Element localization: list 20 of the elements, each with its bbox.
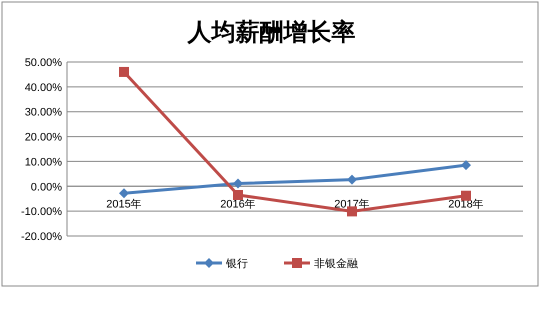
legend-label: 非银金融 [314,257,358,270]
x-tick-label: 2016年 [220,198,256,210]
y-tick-label: -20.00% [21,231,62,243]
y-tick-label: 40.00% [24,82,62,94]
point [119,188,129,198]
x-tick-label: 2015年 [106,198,142,210]
point [347,174,357,185]
point [233,178,243,189]
y-tick-label: 0.00% [30,181,62,194]
chart-title: 人均薪酬增长率 [186,19,356,46]
legend-label: 银行 [225,258,248,270]
y-tick-label: -10.00% [21,206,62,218]
x-tick-label: 2018年 [448,198,484,210]
y-tick-label: 50.00% [24,57,62,69]
point [233,190,243,200]
point [119,66,129,77]
y-tick-label: 10.00% [24,156,62,168]
y-tick-label: 30.00% [24,106,62,119]
y-tick-label: 20.00% [24,132,62,144]
point [461,160,471,170]
